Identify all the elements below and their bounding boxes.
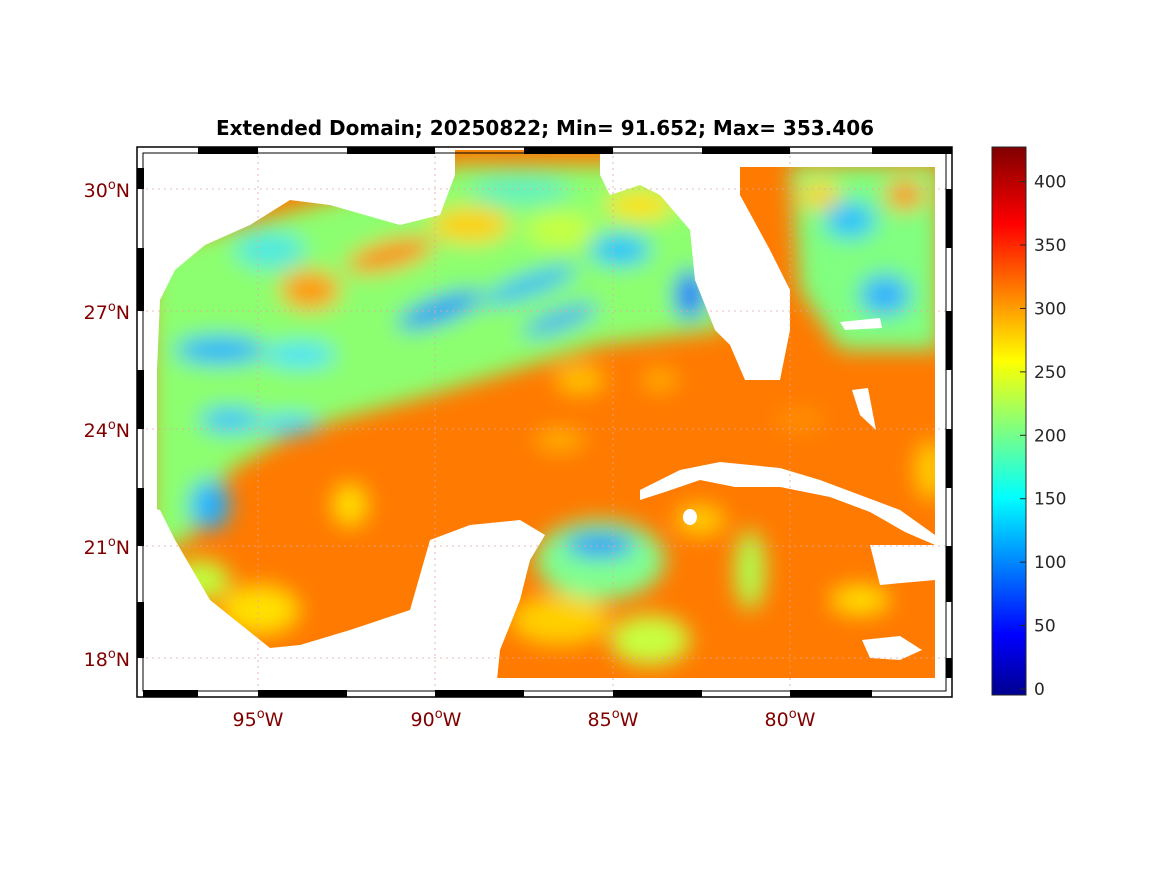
lat-label-27: 27oN bbox=[84, 300, 130, 324]
graticule bbox=[140, 150, 949, 694]
colorbar-ticks: 0 50 100 150 200 250 300 350 400 bbox=[1020, 173, 1066, 700]
colorbar-gradient bbox=[991, 146, 1027, 696]
land-isle-of-youth bbox=[683, 509, 697, 525]
field-anomalies bbox=[150, 165, 945, 665]
colorbar-tick-label: 250 bbox=[1034, 363, 1066, 383]
longitude-labels: 95oW 90oW 85oW 80oW bbox=[233, 707, 816, 731]
lon-label-85: 85oW bbox=[588, 707, 639, 731]
colorbar-tick-label: 200 bbox=[1034, 426, 1066, 446]
lon-label-80: 80oW bbox=[765, 707, 816, 731]
lat-label-21: 21oN bbox=[84, 535, 130, 559]
map-frame bbox=[136, 146, 953, 698]
data-field bbox=[140, 150, 949, 694]
land-bahamas bbox=[840, 318, 882, 330]
lat-label-30: 30oN bbox=[84, 178, 130, 202]
land-jamaica bbox=[862, 636, 922, 660]
land-cuba bbox=[640, 462, 935, 545]
land-texas-louisiana bbox=[140, 150, 455, 510]
lon-label-90: 90oW bbox=[411, 707, 462, 731]
land-north-strip bbox=[740, 150, 949, 167]
colorbar: 0 50 100 150 200 250 300 350 400 bbox=[991, 146, 1066, 700]
land-florida bbox=[600, 150, 790, 380]
colorbar-tick-label: 150 bbox=[1034, 490, 1066, 510]
colorbar-tick-label: 400 bbox=[1034, 173, 1066, 193]
latitude-labels: 30oN 27oN 24oN 21oN 18oN bbox=[84, 178, 130, 671]
lat-label-24: 24oN bbox=[84, 418, 130, 442]
colorbar-tick-label: 50 bbox=[1034, 617, 1056, 637]
land-mexico bbox=[140, 505, 545, 694]
lon-label-95: 95oW bbox=[233, 707, 284, 731]
colorbar-tick-label: 350 bbox=[1034, 236, 1066, 256]
colorbar-tick-label: 100 bbox=[1034, 553, 1066, 573]
colorbar-tick-label: 300 bbox=[1034, 299, 1066, 319]
colorbar-tick-label: 0 bbox=[1034, 680, 1045, 700]
figure-title: Extended Domain; 20250822; Min= 91.652; … bbox=[216, 116, 874, 140]
land-hispaniola-edge bbox=[870, 545, 935, 585]
land-bahamas-2 bbox=[852, 388, 876, 430]
south-strip bbox=[497, 678, 949, 694]
lat-label-18: 18oN bbox=[84, 647, 130, 671]
